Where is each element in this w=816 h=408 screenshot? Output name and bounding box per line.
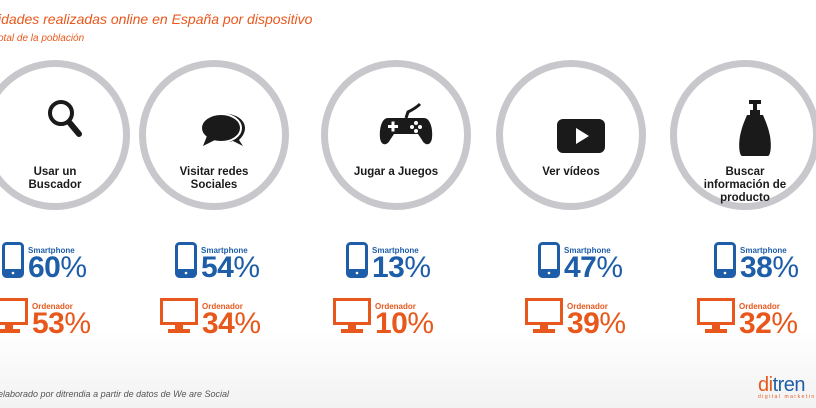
ordenador-percent: 10% <box>375 307 434 340</box>
magnifier-icon <box>46 98 84 145</box>
activity-label: Visitar redes Sociales <box>179 166 249 191</box>
smartphone-percent: 38% <box>740 251 799 284</box>
monitor-icon <box>697 298 735 339</box>
activity-label: Buscar información de producto <box>703 166 787 204</box>
background-band <box>0 330 816 408</box>
smartphone-percent: 60% <box>28 251 87 284</box>
chart-title: idades realizadas online en España por d… <box>0 11 313 27</box>
ordenador-stat-social: Ordenador 34% <box>160 298 261 339</box>
smartphone-stat-games: Smartphone 13% <box>346 242 431 283</box>
monitor-icon <box>525 298 563 339</box>
activity-label: Usar un Buscador <box>28 166 82 191</box>
ditrendia-logo: ditren digital marketin <box>758 374 816 400</box>
activity-circle <box>139 60 289 210</box>
smartphone-percent: 13% <box>372 251 431 284</box>
monitor-icon <box>160 298 198 339</box>
chat-bubbles-icon <box>199 112 249 155</box>
product-bottle-icon <box>738 100 772 163</box>
source-footnote: elaborado por ditrendia a partir de dato… <box>0 389 229 399</box>
ordenador-percent: 39% <box>567 307 626 340</box>
ordenador-percent: 53% <box>32 307 91 340</box>
smartphone-icon <box>2 242 24 283</box>
activity-circle <box>0 60 130 210</box>
ordenador-stat-product-info: Ordenador 32% <box>697 298 798 339</box>
smartphone-icon <box>175 242 197 283</box>
monitor-icon <box>333 298 371 339</box>
smartphone-icon <box>714 242 736 283</box>
ordenador-percent: 34% <box>202 307 261 340</box>
smartphone-percent: 47% <box>564 251 623 284</box>
ordenador-stat-games: Ordenador 10% <box>333 298 434 339</box>
activity-label: Jugar a Juegos <box>353 166 439 178</box>
ordenador-percent: 32% <box>739 307 798 340</box>
smartphone-percent: 54% <box>201 251 260 284</box>
ordenador-stat-search: Ordenador 53% <box>0 298 91 339</box>
chart-subtitle: otal de la población <box>0 33 85 44</box>
gamepad-icon <box>378 102 434 153</box>
smartphone-stat-search: Smartphone 60% <box>2 242 87 283</box>
play-video-icon <box>557 119 605 158</box>
smartphone-icon <box>346 242 368 283</box>
smartphone-stat-videos: Smartphone 47% <box>538 242 623 283</box>
ordenador-stat-videos: Ordenador 39% <box>525 298 626 339</box>
smartphone-icon <box>538 242 560 283</box>
activity-circle <box>321 60 471 210</box>
activity-label: Ver vídeos <box>542 166 600 178</box>
smartphone-stat-product-info: Smartphone 38% <box>714 242 799 283</box>
smartphone-stat-social: Smartphone 54% <box>175 242 260 283</box>
monitor-icon <box>0 298 28 339</box>
